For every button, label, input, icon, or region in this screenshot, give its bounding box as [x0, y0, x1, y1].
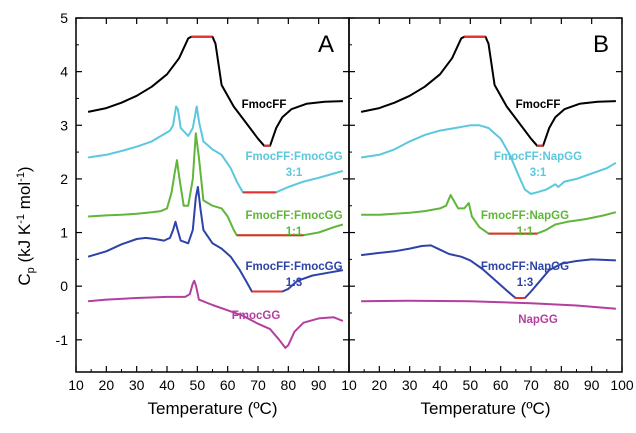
series-line [87, 186, 344, 293]
series-label: NapGG [518, 314, 558, 326]
series-label: FmocGG [232, 310, 281, 322]
x-tick-label: 80 [554, 377, 570, 393]
x-tick-label: 80 [281, 377, 297, 393]
series-line [88, 279, 344, 349]
panel-a-letter: A [318, 31, 334, 58]
y-tick-label: 1 [60, 225, 68, 241]
series-b-3: FmocFF:NapGG 1:3 [360, 244, 616, 299]
x-tick-label: 70 [523, 377, 539, 393]
series-b-0: FmocFF [360, 35, 616, 147]
panel-b-letter: B [593, 31, 609, 58]
x-tick-label: 10 [68, 377, 84, 393]
series-label: FmocFF:FmocGG [245, 210, 342, 222]
x-tick-label: 10 [341, 377, 357, 393]
series-ratio-label: 3:1 [530, 167, 547, 179]
x-tick-label: 20 [99, 377, 115, 393]
series-line [87, 105, 344, 194]
x-tick-label: 20 [372, 377, 388, 393]
series-b-4: NapGG [361, 299, 616, 326]
x-tick-label: 30 [129, 377, 145, 393]
y-axis-title-exponent-2: -1 [15, 172, 27, 182]
series-a-3: FmocFF:FmocGG 1:3 [87, 186, 344, 293]
series-line [87, 35, 343, 147]
panel-b: 10 20 30 40 50 60 70 80 90 100 Temperature (ºC) Fmo… [341, 17, 634, 418]
x-tick-label: 60 [220, 377, 236, 393]
x-tick-label: 90 [311, 377, 327, 393]
x-axis-title: Temperature (ºC) [148, 399, 278, 418]
series-a-1: FmocFF:FmocGG 3:1 [87, 105, 344, 194]
series-ratio-label: 1:1 [286, 226, 303, 238]
y-axis-title: Cp (kJ K-1 mol-1) [15, 166, 37, 285]
series-line [360, 124, 617, 195]
series-line [360, 244, 616, 299]
y-tick-label: 0 [60, 278, 68, 294]
panel-a-frame [75, 17, 350, 373]
x-tick-label: 60 [493, 377, 509, 393]
x-tick-label: 50 [190, 377, 206, 393]
y-tick-label: 4 [60, 64, 68, 80]
series-a-2: FmocFF:FmocGG 1:1 [88, 132, 344, 238]
series-line [360, 35, 616, 147]
x-tick-label: 100 [610, 377, 634, 393]
series-ratio-label: 3:1 [286, 167, 303, 179]
series-label: FmocFF:FmocGG [245, 261, 342, 273]
series-a-4: FmocGG [88, 279, 344, 349]
y-tick-label: 5 [60, 10, 68, 26]
series-ratio-label: 1:3 [517, 277, 534, 289]
panel-b-frame [348, 17, 623, 373]
panel-a: 10 20 30 40 50 60 70 80 90 -1 0 1 2 3 4 5 Temperature (º… [56, 10, 350, 418]
series-label: FmocFF:NapGG [494, 151, 582, 163]
y-tick-label: -1 [56, 332, 69, 348]
x-tick-label: 70 [250, 377, 266, 393]
x-axis-title: Temperature (ºC) [421, 399, 551, 418]
y-axis-title-exponent-1: -1 [15, 214, 27, 224]
series-b-2: FmocFF:NapGG 1:1 [361, 194, 617, 238]
series-b-1: FmocFF:NapGG 3:1 [360, 124, 617, 195]
x-tick-label: 40 [432, 377, 448, 393]
series-line [361, 194, 617, 235]
series-label: FmocFF [516, 99, 561, 111]
series-label: FmocFF:FmocGG [245, 151, 342, 163]
series-line [361, 299, 616, 310]
series-label: FmocFF:NapGG [481, 261, 569, 273]
y-tick-label: 3 [60, 117, 68, 133]
series-label: FmocFF:NapGG [481, 210, 569, 222]
x-tick-label: 40 [159, 377, 175, 393]
x-tick-label: 90 [584, 377, 600, 393]
y-axis-title-subscript: p [25, 267, 37, 273]
series-ratio-label: 1:1 [517, 226, 534, 238]
series-label: FmocFF [242, 99, 287, 111]
x-tick-label: 50 [463, 377, 479, 393]
series-ratio-label: 1:3 [286, 277, 303, 289]
series-a-0: FmocFF [87, 35, 343, 147]
x-tick-label: 30 [402, 377, 418, 393]
y-tick-label: 2 [60, 171, 68, 187]
